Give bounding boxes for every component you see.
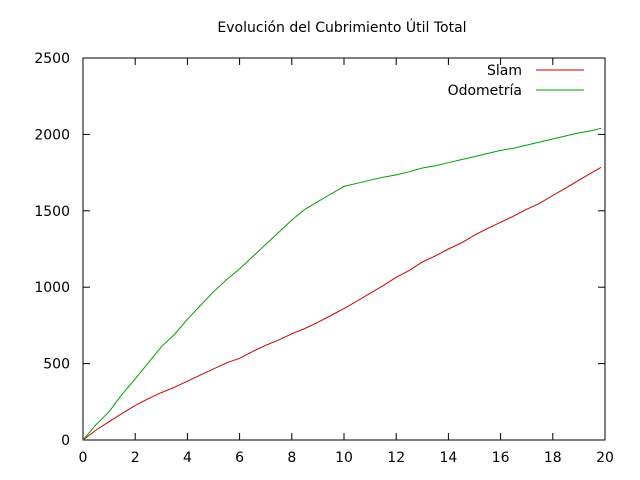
series-line-odometría — [82, 127, 602, 441]
y-tick-label: 0 — [61, 433, 70, 449]
x-tick-label: 20 — [596, 450, 614, 466]
series-line-slam — [82, 166, 602, 441]
y-tick-label: 1500 — [34, 204, 70, 220]
x-tick-label: 18 — [544, 450, 562, 466]
y-tick-label: 500 — [43, 357, 70, 373]
chart-title: Evolución del Cubrimiento Útil Total — [217, 18, 466, 36]
x-tick-label: 4 — [183, 450, 192, 466]
y-tick-label: 2000 — [34, 127, 70, 143]
x-tick-label: 10 — [335, 450, 353, 466]
legend-label: Odometría — [448, 83, 522, 99]
x-tick-label: 6 — [235, 450, 244, 466]
x-tick-label: 2 — [131, 450, 140, 466]
x-tick-label: 16 — [492, 450, 510, 466]
y-tick-label: 1000 — [34, 280, 70, 296]
x-tick-label: 8 — [287, 450, 296, 466]
x-tick-label: 0 — [79, 450, 88, 466]
legend-label: Slam — [487, 63, 522, 79]
y-axis: 0 500 1000 1500 2000 2500 — [34, 51, 605, 449]
x-tick-label: 14 — [439, 450, 457, 466]
legend: Slam Odometría — [448, 63, 584, 99]
plot-frame — [82, 57, 606, 441]
y-tick-label: 2500 — [34, 51, 70, 67]
series-lines — [82, 127, 602, 441]
x-axis: 0 2 4 6 8 10 12 14 16 18 20 — [79, 58, 614, 466]
x-tick-label: 12 — [387, 450, 405, 466]
